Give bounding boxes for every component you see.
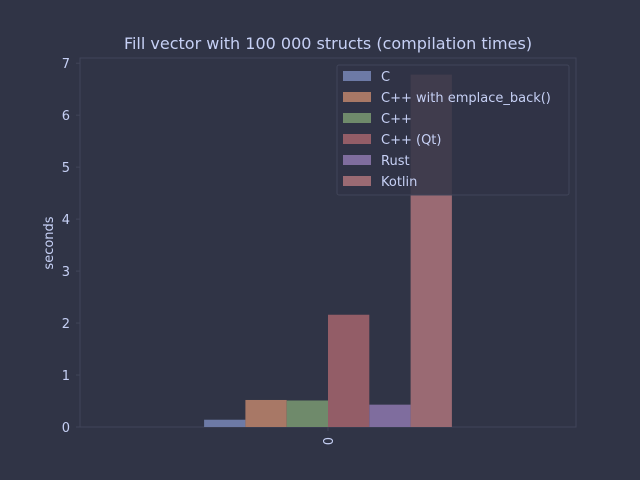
x-tick-label: 0: [322, 437, 337, 445]
x-axis: 0: [322, 427, 337, 445]
y-tick-label: 1: [62, 369, 70, 384]
legend-swatch: [343, 92, 371, 102]
chart-title: Fill vector with 100 000 structs (compil…: [124, 34, 532, 53]
y-tick-label: 4: [62, 213, 70, 228]
bar-rust: [369, 404, 411, 427]
y-tick-label: 3: [62, 265, 70, 280]
legend-label: C++ with emplace_back(): [381, 91, 551, 106]
bar-c-qt: [328, 314, 370, 427]
legend-label: Kotlin: [381, 175, 417, 190]
bar-c-with-emplace-back: [245, 399, 287, 427]
y-tick-label: 5: [62, 161, 70, 176]
legend-label: Rust: [381, 154, 410, 169]
y-axis: 0 1 2 3 4 5 6 7: [62, 57, 80, 436]
legend-label: C++: [381, 112, 412, 127]
legend-swatch: [343, 71, 371, 81]
y-tick-label: 7: [62, 57, 70, 72]
legend-label: C: [381, 70, 390, 85]
bar-c: [286, 400, 328, 427]
y-tick-label: 2: [62, 317, 70, 332]
legend-swatch: [343, 113, 371, 123]
legend-swatch: [343, 134, 371, 144]
bar-c: [204, 419, 246, 427]
legend-swatch: [343, 176, 371, 186]
legend: C C++ with emplace_back() C++ C++ (Qt) Rust K…: [336, 64, 570, 196]
y-axis-label: seconds: [42, 216, 57, 269]
legend-label: C++ (Qt): [381, 133, 441, 148]
y-tick-label: 6: [62, 109, 70, 124]
legend-swatch: [343, 155, 371, 165]
y-tick-label: 0: [62, 421, 70, 436]
legend-box: [336, 64, 570, 196]
